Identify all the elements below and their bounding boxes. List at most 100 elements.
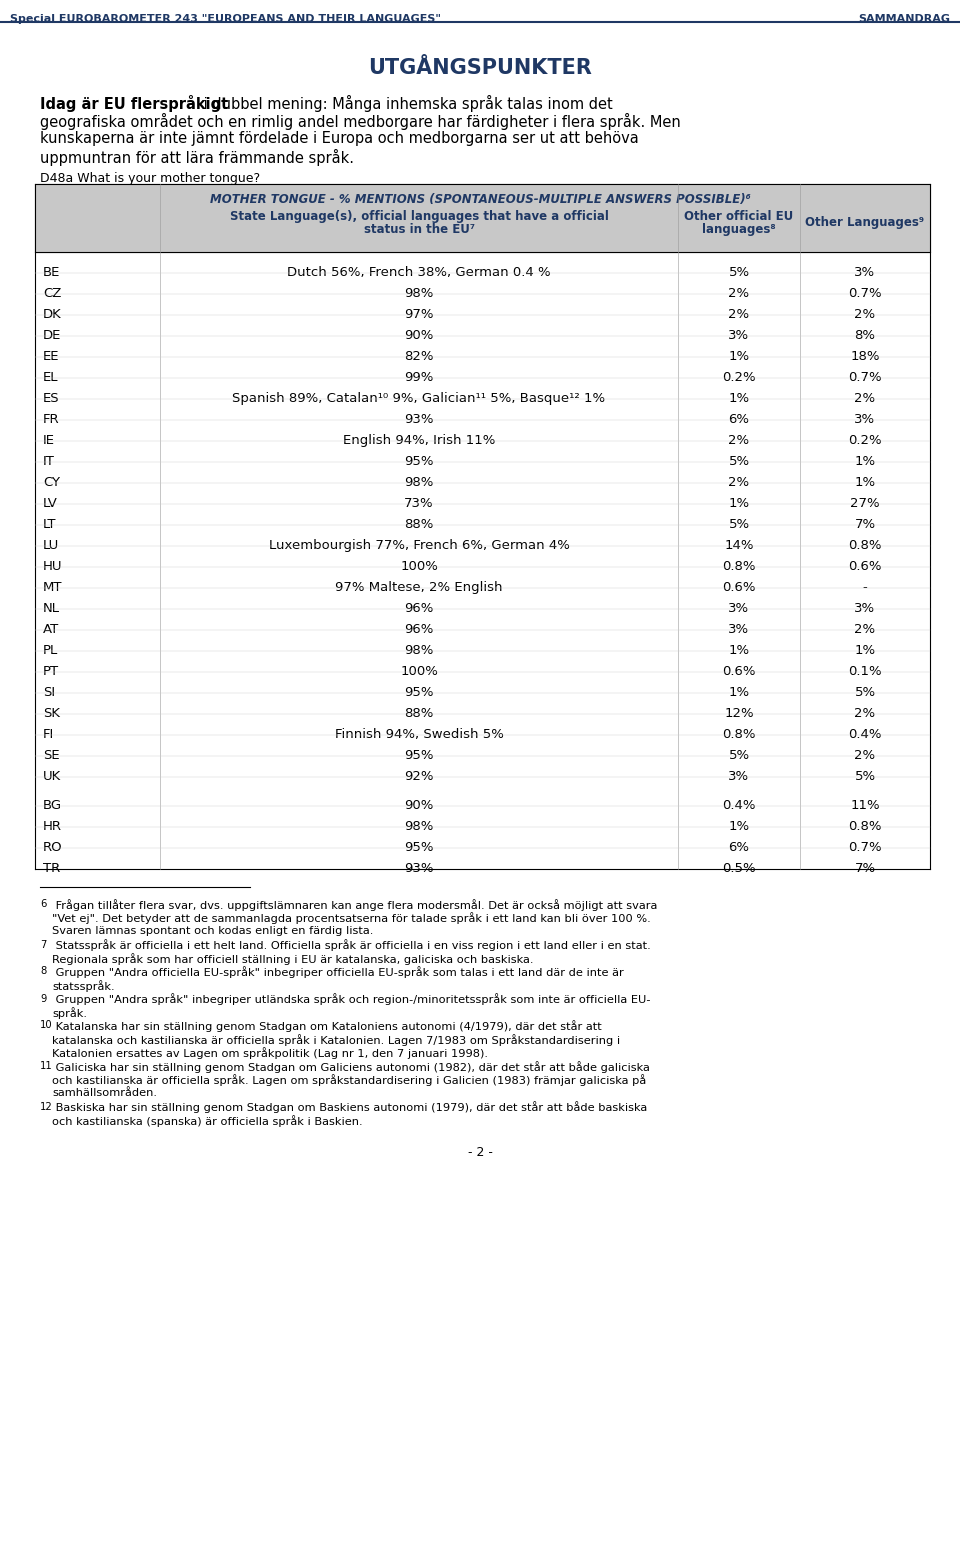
Text: LT: LT — [43, 518, 57, 530]
Text: MOTHER TONGUE - % MENTIONS (SPONTANEOUS-MULTIPLE ANSWERS POSSIBLE)⁶: MOTHER TONGUE - % MENTIONS (SPONTANEOUS-… — [209, 193, 751, 207]
Text: uppmuntran för att lära främmande språk.: uppmuntran för att lära främmande språk. — [40, 150, 354, 167]
Text: 95%: 95% — [404, 686, 434, 699]
Text: 7%: 7% — [854, 518, 876, 530]
Text: 9: 9 — [40, 993, 46, 1004]
Text: 10: 10 — [40, 1021, 53, 1030]
Text: State Language(s), official languages that have a official: State Language(s), official languages th… — [229, 210, 609, 224]
Text: 2%: 2% — [854, 308, 876, 321]
Text: 2%: 2% — [854, 392, 876, 404]
Text: geografiska området och en rimlig andel medborgare har färdigheter i flera språk: geografiska området och en rimlig andel … — [40, 113, 681, 130]
Text: 0.4%: 0.4% — [722, 799, 756, 811]
Text: 93%: 93% — [404, 862, 434, 874]
Text: 0.6%: 0.6% — [722, 665, 756, 677]
Text: - 2 -: - 2 - — [468, 1147, 492, 1160]
Text: AT: AT — [43, 623, 60, 635]
Text: 96%: 96% — [404, 601, 434, 615]
Text: i dubbel mening: Många inhemska språk talas inom det: i dubbel mening: Många inhemska språk ta… — [199, 96, 612, 113]
Text: Baskiska har sin ställning genom Stadgan om Baskiens autonomi (1979), där det st: Baskiska har sin ställning genom Stadgan… — [52, 1101, 647, 1113]
Text: 5%: 5% — [729, 265, 750, 279]
Text: 0.6%: 0.6% — [849, 560, 881, 572]
Text: 1%: 1% — [854, 643, 876, 657]
Text: D48a What is your mother tongue?: D48a What is your mother tongue? — [40, 173, 260, 185]
Text: 0.5%: 0.5% — [722, 862, 756, 874]
Text: 7: 7 — [40, 939, 46, 950]
Text: HU: HU — [43, 560, 62, 572]
Text: BG: BG — [43, 799, 62, 811]
Text: 73%: 73% — [404, 497, 434, 510]
Text: Galiciska har sin ställning genom Stadgan om Galiciens autonomi (1982), där det : Galiciska har sin ställning genom Stadga… — [52, 1061, 650, 1073]
Text: 100%: 100% — [400, 560, 438, 572]
Text: 1%: 1% — [729, 392, 750, 404]
Text: Dutch 56%, French 38%, German 0.4 %: Dutch 56%, French 38%, German 0.4 % — [287, 265, 551, 279]
Text: 5%: 5% — [729, 749, 750, 762]
Text: 2%: 2% — [729, 308, 750, 321]
Text: EE: EE — [43, 350, 60, 362]
Text: 5%: 5% — [854, 769, 876, 783]
Text: UK: UK — [43, 769, 61, 783]
Text: EL: EL — [43, 370, 59, 384]
Text: 0.2%: 0.2% — [849, 433, 882, 447]
Text: 88%: 88% — [404, 706, 434, 720]
Text: Frågan tillåter flera svar, dvs. uppgiftslämnaren kan ange flera modersmål. Det : Frågan tillåter flera svar, dvs. uppgift… — [52, 899, 658, 911]
Text: CY: CY — [43, 475, 60, 489]
Text: 3%: 3% — [729, 601, 750, 615]
Text: 1%: 1% — [729, 497, 750, 510]
Text: 99%: 99% — [404, 370, 434, 384]
Text: 96%: 96% — [404, 623, 434, 635]
Text: statsspråk.: statsspråk. — [52, 981, 114, 992]
Text: 8%: 8% — [854, 328, 876, 342]
Text: Idag är EU flerspråkigt: Idag är EU flerspråkigt — [40, 96, 228, 113]
Text: status in the EU⁷: status in the EU⁷ — [364, 224, 474, 236]
Text: 8: 8 — [40, 967, 46, 976]
Text: katalanska och kastilianska är officiella språk i Katalonien. Lagen 7/1983 om Sp: katalanska och kastilianska är officiell… — [52, 1035, 620, 1045]
Text: CZ: CZ — [43, 287, 61, 299]
Text: 90%: 90% — [404, 328, 434, 342]
Text: 5%: 5% — [729, 518, 750, 530]
Bar — [35, 183, 930, 251]
Text: DK: DK — [43, 308, 61, 321]
Text: LU: LU — [43, 538, 60, 552]
Text: 97%: 97% — [404, 308, 434, 321]
Text: 18%: 18% — [851, 350, 879, 362]
Text: 95%: 95% — [404, 840, 434, 854]
Text: 2%: 2% — [854, 749, 876, 762]
Text: 2%: 2% — [854, 623, 876, 635]
Text: FR: FR — [43, 413, 60, 426]
Text: 14%: 14% — [724, 538, 754, 552]
Text: 0.8%: 0.8% — [849, 538, 881, 552]
Text: 3%: 3% — [854, 413, 876, 426]
Text: 0.7%: 0.7% — [849, 840, 882, 854]
Text: TR: TR — [43, 862, 60, 874]
Text: 0.8%: 0.8% — [722, 728, 756, 740]
Text: Other Languages⁹: Other Languages⁹ — [805, 216, 924, 230]
Text: 82%: 82% — [404, 350, 434, 362]
Text: ES: ES — [43, 392, 60, 404]
Text: 98%: 98% — [404, 820, 434, 833]
Text: 95%: 95% — [404, 749, 434, 762]
Text: 3%: 3% — [729, 769, 750, 783]
Text: DE: DE — [43, 328, 61, 342]
Text: och kastilianska är officiella språk. Lagen om språkstandardisering i Galicien (: och kastilianska är officiella språk. La… — [52, 1075, 646, 1087]
Text: Katalonien ersattes av Lagen om språkpolitik (Lag nr 1, den 7 januari 1998).: Katalonien ersattes av Lagen om språkpol… — [52, 1047, 488, 1059]
Text: BE: BE — [43, 265, 60, 279]
Text: 97% Maltese, 2% English: 97% Maltese, 2% English — [335, 581, 503, 594]
Text: 11%: 11% — [851, 799, 879, 811]
Text: 95%: 95% — [404, 455, 434, 467]
Text: 27%: 27% — [851, 497, 879, 510]
Text: 90%: 90% — [404, 799, 434, 811]
Text: Gruppen "Andra officiella EU-språk" inbegriper officiella EU-språk som talas i e: Gruppen "Andra officiella EU-språk" inbe… — [52, 967, 624, 979]
Text: 98%: 98% — [404, 287, 434, 299]
Text: Katalanska har sin ställning genom Stadgan om Kataloniens autonomi (4/1979), där: Katalanska har sin ställning genom Stadg… — [52, 1021, 602, 1033]
Text: 7%: 7% — [854, 862, 876, 874]
Text: samhällsområden.: samhällsområden. — [52, 1089, 157, 1098]
Text: 0.4%: 0.4% — [849, 728, 881, 740]
Text: 12%: 12% — [724, 706, 754, 720]
Text: kunskaperna är inte jämnt fördelade i Europa och medborgarna ser ut att behöva: kunskaperna är inte jämnt fördelade i Eu… — [40, 131, 638, 146]
Text: Statsspråk är officiella i ett helt land. Officiella språk är officiella i en vi: Statsspråk är officiella i ett helt land… — [52, 939, 651, 951]
Text: 88%: 88% — [404, 518, 434, 530]
Text: NL: NL — [43, 601, 60, 615]
Text: PT: PT — [43, 665, 60, 677]
Text: 0.2%: 0.2% — [722, 370, 756, 384]
Text: HR: HR — [43, 820, 62, 833]
Text: 1%: 1% — [854, 455, 876, 467]
